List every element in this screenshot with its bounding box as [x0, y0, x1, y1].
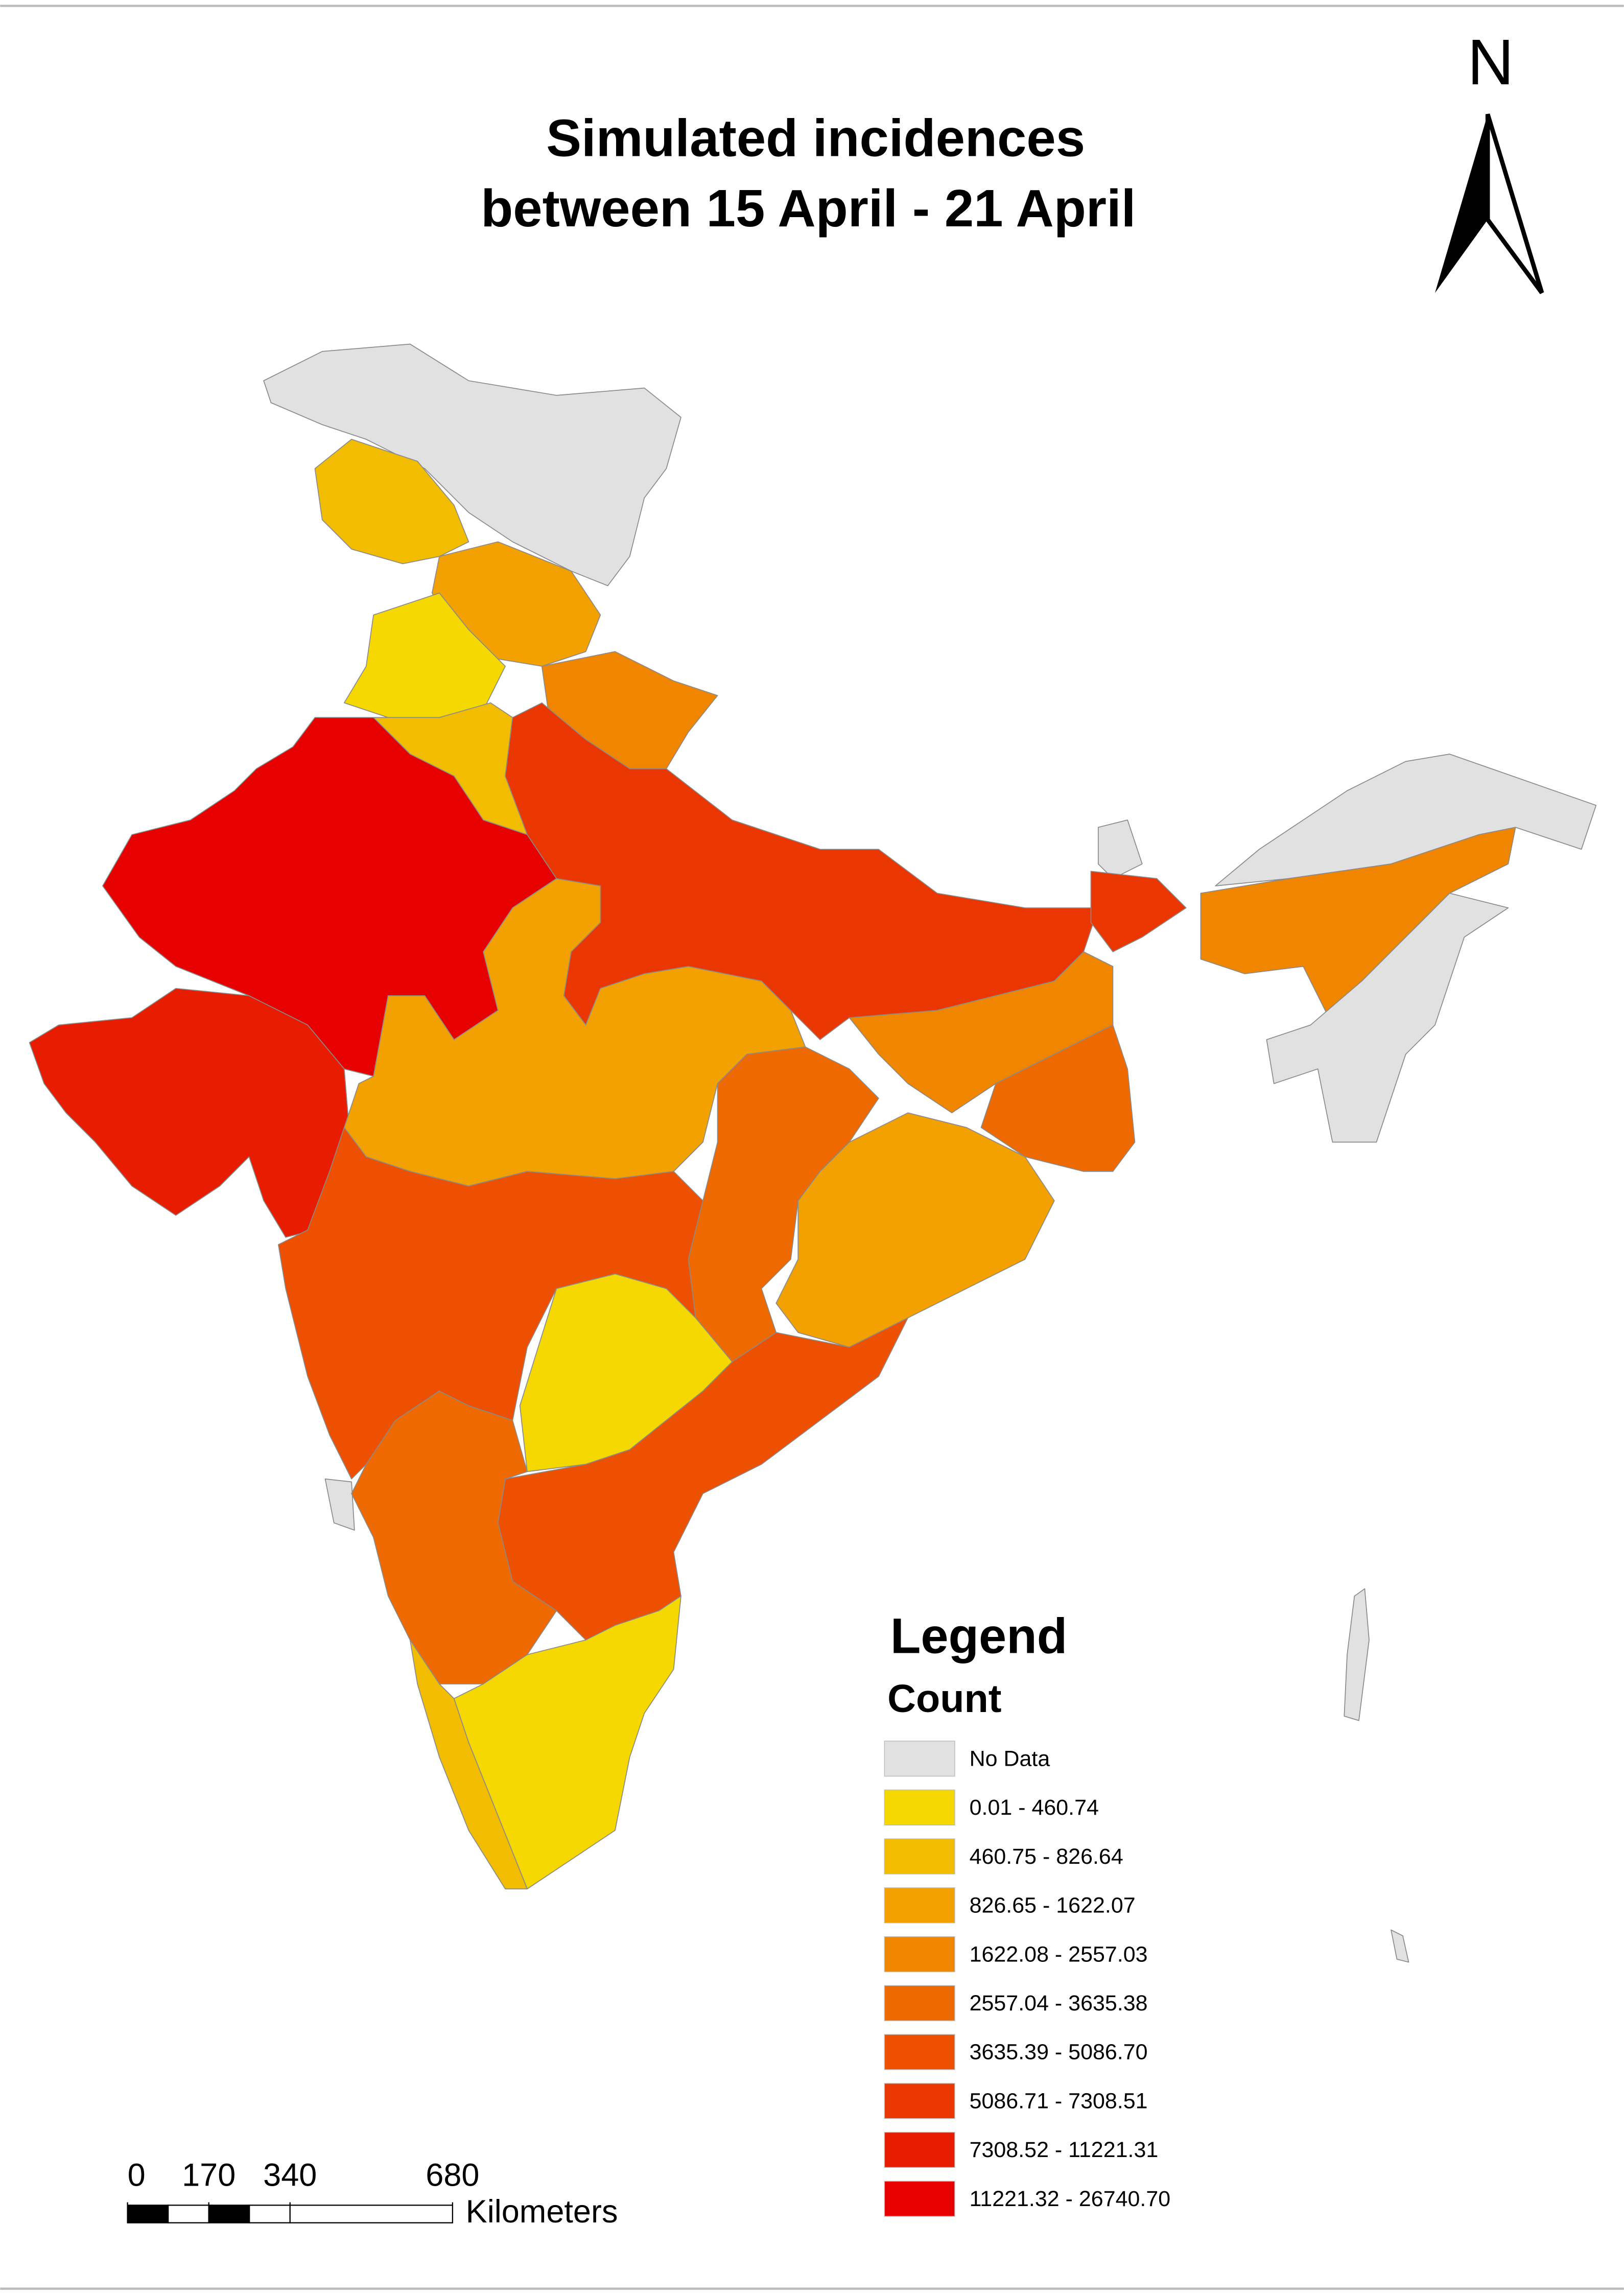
scale-tick-label: 170 — [182, 2158, 236, 2193]
legend-swatch — [884, 2131, 955, 2168]
region — [1215, 754, 1597, 886]
region — [277, 1127, 703, 1480]
legend-swatch — [884, 1985, 955, 2021]
arrow-half — [1485, 113, 1544, 294]
region — [263, 343, 681, 587]
scale-tick-label: 340 — [263, 2158, 317, 2193]
legend-swatch — [884, 2083, 955, 2119]
scale-bar: Kilometers 0 170 340 680 — [127, 2158, 618, 2230]
region — [314, 438, 469, 565]
legend-swatch — [884, 2034, 955, 2070]
legend-subtitle: Count — [887, 1677, 1001, 1721]
legend-title: Legend — [890, 1608, 1067, 1664]
legend-label: 2557.04 - 3635.38 — [970, 1991, 1148, 2016]
map — [29, 343, 1597, 1963]
scale-segment — [249, 2205, 291, 2223]
region — [1090, 871, 1187, 952]
scale-segment — [289, 2205, 454, 2223]
scale-segment — [167, 2205, 209, 2223]
legend-swatch — [884, 2181, 955, 2217]
region — [324, 1478, 355, 1531]
legend-label: 3635.39 - 5086.70 — [970, 2040, 1148, 2065]
title-line: between 15 April - 21 April — [481, 179, 1136, 238]
scale-tick-label: 0 — [128, 2158, 146, 2193]
legend-label: 7308.52 - 11221.31 — [970, 2138, 1159, 2162]
legend-swatch — [884, 1887, 955, 1924]
scale-segment — [208, 2205, 250, 2223]
region — [1344, 1588, 1370, 1721]
region — [980, 1024, 1136, 1172]
legend-label: 5086.71 - 7308.51 — [970, 2089, 1148, 2113]
scale-segment — [127, 2205, 169, 2223]
north-label: N — [1467, 26, 1514, 98]
region — [1097, 819, 1143, 879]
legend-label: 0.01 - 460.74 — [970, 1795, 1099, 1820]
legend-swatch — [884, 1838, 955, 1875]
region — [688, 1046, 879, 1363]
region — [351, 1390, 557, 1684]
region — [409, 1639, 528, 1890]
legend-swatch — [884, 1936, 955, 1973]
region — [1266, 893, 1509, 1143]
legend-swatch — [884, 1789, 955, 1825]
legend-label: 460.75 - 826.64 — [970, 1844, 1123, 1869]
region — [1391, 1929, 1409, 1963]
scale-unit: Kilometers — [466, 2194, 618, 2230]
legend-label: 826.65 - 1622.07 — [970, 1893, 1136, 1918]
legend-label: No Data — [970, 1746, 1050, 1771]
legend-label: 1622.08 - 2557.03 — [970, 1942, 1148, 1966]
legend-swatch — [884, 1741, 955, 1777]
legend-label: 11221.32 - 26740.70 — [970, 2187, 1171, 2211]
scale-tick-label: 680 — [426, 2158, 479, 2193]
legend: Legend Count No Data 0.01 - 460.74 460.75 … — [884, 1608, 1171, 2217]
title-line: Simulated incidences — [546, 108, 1085, 167]
